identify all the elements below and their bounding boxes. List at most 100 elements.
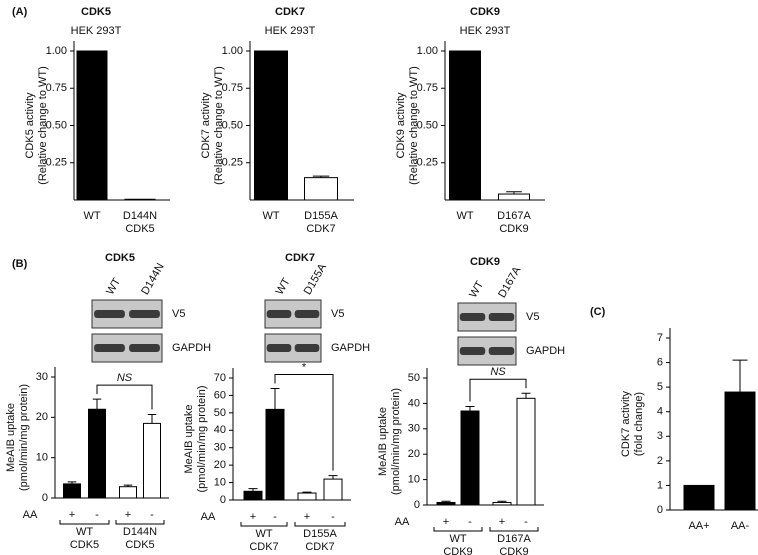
x-tick-label: - [524,516,528,528]
y-axis-label: (Relative change to WT) [213,66,225,185]
y-tick-label: 0.25 [46,157,67,169]
x-tick-label: + [250,511,256,523]
chart-title: CDK9 [470,256,500,268]
y-axis-label: CDK5 activity [24,92,36,159]
y-tick-label: 5 [657,381,663,393]
lane-label: D144N [139,261,167,297]
y-tick-label: 0.75 [222,82,243,94]
y-tick-label: 0.25 [417,157,438,169]
x-tick-label: D155A [304,210,338,222]
group-bracket [433,527,483,532]
y-tick-label: 10 [214,476,226,488]
x-tick-label: + [125,509,131,521]
bar [436,501,456,506]
x-tick-label: - [331,511,335,523]
blot-signal [488,313,515,321]
error-bar [465,405,475,412]
significance-label: NS [117,372,133,384]
y-tick-label: 7 [657,332,663,344]
x-tick-label: WT [456,210,473,222]
lane-label: D155A [302,261,330,297]
error-bar [521,392,531,399]
y-axis-label: (pmol/min/mg protein) [196,386,208,493]
x-tick-label: - [273,511,277,523]
lane-label: WT [467,279,486,300]
bar [516,397,536,506]
chart-title: CDK9 [470,6,500,18]
group-bracket [59,520,110,525]
y-tick-label: 20 [214,459,226,471]
y-tick-label: 70 [214,372,226,384]
error-bar [248,488,258,492]
x-tick-label: CDK5 [125,223,154,235]
error-bar [441,500,451,503]
panel-label: (A) [12,6,28,18]
blot-signal [459,347,486,355]
chart-title: CDK5 [105,252,135,264]
bar [297,492,317,501]
error-bar [506,191,522,195]
bar [265,408,285,501]
y-tick-label: 10 [36,452,48,464]
error-bar [497,500,507,503]
bar [724,391,756,511]
group-label: CDK7 [249,541,278,553]
panel-label: (B) [12,258,28,270]
band-label: V5 [331,308,344,320]
blot-signal [94,344,125,352]
significance-label: * [302,361,307,373]
bar [323,478,343,501]
bar [63,483,81,499]
lane-label: D167A [496,264,524,300]
error-bar [312,175,330,178]
error-bar [302,491,312,494]
group-label: WT [255,528,272,540]
chart-title: CDK5 [81,6,111,18]
y-tick-label: 2 [657,455,663,467]
x-tick-label: D167A [497,210,531,222]
x-tick-label: + [499,516,505,528]
y-tick-label: 0.75 [46,82,67,94]
band-label: GAPDH [172,342,211,354]
bar [304,177,338,201]
x-tick-label: - [468,516,472,528]
y-tick-label: 60 [214,389,226,401]
y-axis-label: MeAIB uptake [5,403,17,472]
error-bar [123,484,133,487]
group-label: D144N [123,526,157,538]
chart-subtitle: HEK 293T [265,25,316,37]
x-tick-label: - [150,509,154,521]
band-label: GAPDH [526,345,565,357]
x-tick-label: WT [262,210,279,222]
y-tick-label: 50 [214,407,226,419]
band-label: GAPDH [331,342,370,354]
y-tick-label: 0.75 [417,82,438,94]
x-tick-label: + [443,516,449,528]
group-bracket [115,520,165,525]
significance-bracket [274,373,334,471]
chart-title: CDK7 [285,252,315,264]
y-tick-label: 20 [408,448,420,460]
bar [683,484,715,511]
x-tick-label: CDK9 [499,223,528,235]
y-tick-label: 40 [214,424,226,436]
y-tick-label: 1.00 [222,45,243,57]
y-axis-label: (Relative change to WT) [408,66,420,185]
chart-subtitle: HEK 293T [460,25,511,37]
y-axis-label: MeAIB uptake [183,404,195,473]
bar [498,193,530,201]
y-tick-label: 0.50 [46,119,67,131]
group-bracket [294,522,346,527]
x-axis-label: AA [395,516,410,528]
y-axis-label: (pmol/min/mg protein) [390,388,402,495]
bar [243,490,263,501]
error-bar [270,387,280,410]
band-label: V5 [526,311,539,323]
y-tick-label: 0 [414,499,420,511]
y-tick-label: 6 [657,356,663,368]
x-tick-label: + [304,511,310,523]
y-tick-label: 1.00 [417,45,438,57]
x-axis-label: AA [23,509,38,521]
y-tick-label: 4 [657,406,663,418]
